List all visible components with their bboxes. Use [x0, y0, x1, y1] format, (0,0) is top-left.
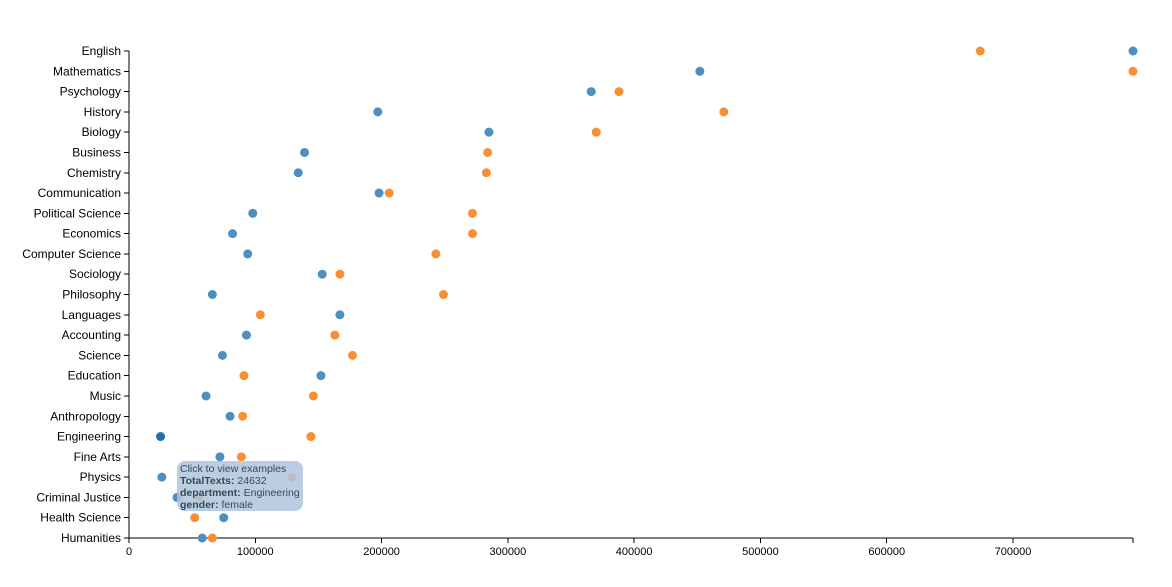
- x-axis: 0 100000 200000 300000 400000 500000 600000 700…: [126, 537, 1134, 558]
- x-tick-label: 400000: [616, 546, 653, 558]
- data-point-male[interactable]: [201, 391, 211, 401]
- y-tick-label: Humanities: [61, 531, 121, 545]
- y-tick-label: Mathematics: [53, 64, 121, 78]
- x-tick-label: 500000: [742, 546, 779, 558]
- y-tick-label: English: [82, 44, 121, 58]
- data-point-female[interactable]: [591, 127, 601, 137]
- y-tick-label: Philosophy: [62, 288, 121, 302]
- y-tick-label: Political Science: [34, 206, 122, 220]
- data-point-female[interactable]: [239, 371, 249, 381]
- data-points: [156, 46, 1138, 543]
- x-tick-label: 700000: [995, 546, 1032, 558]
- data-point-male[interactable]: [197, 533, 207, 543]
- data-point-female[interactable]: [348, 350, 358, 360]
- y-tick-label: Economics: [62, 227, 121, 241]
- data-point-male[interactable]: [373, 107, 383, 117]
- x-tick-label: 100000: [237, 546, 274, 558]
- data-point-male[interactable]: [243, 249, 253, 259]
- data-point-female[interactable]: [614, 87, 624, 97]
- y-tick-label: Fine Arts: [74, 450, 121, 464]
- data-point-female[interactable]: [1128, 66, 1138, 76]
- data-point-male[interactable]: [586, 87, 596, 97]
- tooltip-total: TotalTexts: 24632: [180, 475, 300, 487]
- y-tick-label: Chemistry: [67, 166, 121, 180]
- tooltip-gender-value: female: [221, 499, 253, 511]
- y-tick-label: Physics: [80, 470, 121, 484]
- data-point-female[interactable]: [481, 168, 491, 178]
- y-tick-label: Education: [68, 369, 121, 383]
- data-point-male[interactable]: [207, 290, 217, 299]
- data-point-male[interactable]: [293, 168, 303, 178]
- y-tick-label: Accounting: [62, 328, 121, 342]
- data-point-male[interactable]: [217, 350, 227, 360]
- data-point-female[interactable]: [468, 229, 478, 239]
- data-point-male[interactable]: [335, 310, 345, 320]
- y-tick-label: Business: [72, 145, 121, 159]
- y-tick-label: Communication: [38, 186, 121, 200]
- tooltip-total-label: TotalTexts:: [180, 475, 235, 487]
- y-tick-label: Health Science: [40, 511, 121, 525]
- data-point-male[interactable]: [225, 411, 235, 421]
- data-point-male[interactable]: [1128, 46, 1138, 56]
- tooltip: Click to view examples TotalTexts: 24632…: [177, 461, 303, 511]
- tooltip-department-label: department:: [180, 487, 241, 499]
- y-tick-label: Engineering: [57, 430, 121, 444]
- data-point-male[interactable]: [317, 269, 327, 279]
- tooltip-department: department: Engineering: [180, 487, 300, 499]
- data-point-female[interactable]: [308, 391, 318, 401]
- data-point-male[interactable]: [316, 371, 326, 381]
- data-point-female[interactable]: [975, 46, 985, 56]
- tooltip-gender: gender: female: [180, 499, 300, 511]
- data-point-male[interactable]: [374, 188, 384, 198]
- tooltip-gender-label: gender:: [180, 499, 219, 511]
- data-point-female[interactable]: [236, 452, 246, 462]
- y-tick-label: Computer Science: [22, 247, 121, 261]
- y-tick-label: Sociology: [69, 267, 121, 281]
- data-point-female[interactable]: [190, 513, 200, 523]
- y-tick-label: Music: [90, 389, 121, 403]
- y-tick-label: Criminal Justice: [36, 490, 121, 504]
- data-point-male[interactable]: [248, 208, 258, 218]
- data-point-female[interactable]: [335, 269, 345, 279]
- data-point-female[interactable]: [483, 147, 493, 157]
- y-tick-label: History: [84, 105, 121, 119]
- x-tick-label: 0: [126, 546, 132, 558]
- tooltip-hint: Click to view examples: [180, 463, 287, 475]
- data-point-male[interactable]: [215, 452, 225, 462]
- x-tick-label: 200000: [363, 546, 400, 558]
- y-tick-label: Science: [78, 348, 121, 362]
- data-point-male[interactable]: [300, 147, 310, 157]
- data-point-female[interactable]: [719, 107, 729, 117]
- y-tick-label: Biology: [82, 125, 121, 139]
- data-point-female[interactable]: [330, 330, 340, 340]
- data-point-female[interactable]: [468, 208, 478, 218]
- y-tick-label: Anthropology: [50, 409, 121, 423]
- y-axis: English Mathematics Psychology History Biolo…: [22, 44, 130, 545]
- tooltip-total-value: 24632: [237, 475, 267, 487]
- data-point-female[interactable]: [255, 310, 265, 320]
- y-tick-label: Psychology: [60, 85, 121, 99]
- x-tick-label: 300000: [490, 546, 527, 558]
- data-point-female[interactable]: [431, 249, 441, 259]
- data-point-male[interactable]: [156, 432, 166, 442]
- data-point-male[interactable]: [241, 330, 251, 340]
- data-point-female[interactable]: [207, 533, 217, 543]
- x-tick-label: 600000: [868, 546, 905, 558]
- data-point-male[interactable]: [484, 127, 494, 137]
- data-point-male[interactable]: [219, 513, 229, 523]
- data-point-male[interactable]: [228, 229, 238, 239]
- tooltip-department-value: Engineering: [243, 487, 300, 499]
- data-point-female[interactable]: [238, 411, 248, 421]
- data-point-female[interactable]: [438, 290, 448, 299]
- data-point-female[interactable]: [306, 432, 316, 442]
- y-tick-label: Languages: [62, 308, 121, 322]
- data-point-female[interactable]: [384, 188, 394, 198]
- data-point-male[interactable]: [695, 66, 705, 76]
- data-point-male[interactable]: [157, 472, 167, 482]
